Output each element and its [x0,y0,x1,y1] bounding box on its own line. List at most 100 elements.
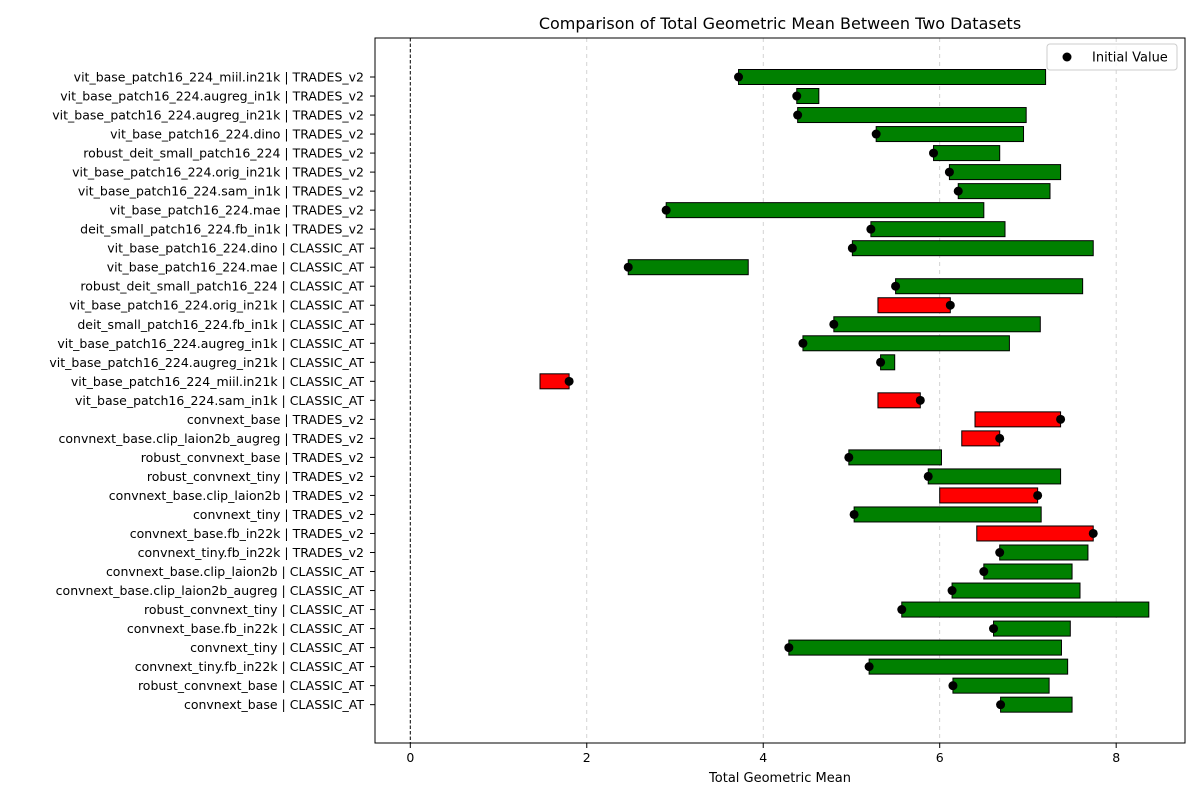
initial-value-point [849,509,859,519]
initial-value-point [891,281,901,291]
y-tick-label: convnext_base | TRADES_v2 [187,412,364,427]
bar [868,658,1069,675]
bar [976,525,1094,542]
initial-value-point [929,148,939,158]
y-tick-label: convnext_tiny | TRADES_v2 [193,507,364,522]
y-tick-label: convnext_base.fb_in22k | CLASSIC_AT [127,621,364,636]
bar [895,278,1084,295]
y-tick-label: convnext_tiny.fb_in22k | CLASSIC_AT [135,659,365,674]
y-axis: vit_base_patch16_224_miil.in21k | TRADES… [49,70,375,712]
bar [901,601,1150,618]
bar [853,506,1042,523]
initial-value-point [784,643,794,653]
y-tick-label: convnext_base.fb_in22k | TRADES_v2 [130,526,364,541]
bar [665,202,985,219]
initial-value-point [945,300,955,310]
bar [948,164,1062,181]
bar [738,69,1047,85]
initial-value-point [734,72,744,82]
y-tick-label: vit_base_patch16_224.dino | CLASSIC_AT [107,241,364,256]
y-tick-label: convnext_tiny | CLASSIC_AT [190,640,364,655]
bar [1000,696,1073,713]
initial-value-markers [564,72,1098,710]
y-tick-label: robust_deit_small_patch16_224 | TRADES_v… [83,146,364,161]
y-tick-label: vit_base_patch16_224.sam_in1k | TRADES_v… [78,184,364,199]
initial-value-point [953,186,963,196]
initial-value-point [996,700,1006,710]
y-tick-label: robust_deit_small_patch16_224 | CLASSIC_… [80,279,364,294]
y-tick-label: vit_base_patch16_224.orig_in21k | TRADES… [72,165,364,180]
y-tick-label: convnext_base.clip_laion2b_augreg | TRAD… [59,431,364,446]
bar [797,107,1027,124]
y-tick-label: robust_convnext_base | TRADES_v2 [141,450,364,465]
y-tick-label: vit_base_patch16_224.augreg_in21k | CLAS… [49,355,364,370]
initial-value-point [995,433,1005,443]
initial-value-point [876,357,886,367]
x-tick-label: 8 [1112,750,1120,765]
initial-value-point [989,624,999,634]
y-tick-label: deit_small_patch16_224.fb_in1k | TRADES_… [80,222,364,237]
bar [833,316,1041,333]
bar [974,411,1062,428]
initial-value-point [897,605,907,615]
initial-value-point [944,167,954,177]
y-tick-label: robust_convnext_tiny | TRADES_v2 [147,469,364,484]
initial-value-point [864,662,874,672]
initial-value-point [793,110,803,120]
bar [875,126,1025,143]
initial-value-point [829,319,839,329]
x-tick-label: 2 [583,750,591,765]
y-tick-label: robust_convnext_base | CLASSIC_AT [138,678,364,693]
initial-value-point [923,471,933,481]
bar [877,297,951,314]
bar [802,335,1010,352]
bar [951,582,1081,599]
initial-value-point [564,376,574,386]
initial-value-point [979,567,989,577]
x-axis: 0 2 4 6 8 [406,743,1120,765]
y-tick-label: vit_base_patch16_224.sam_in1k | CLASSIC_… [75,393,364,408]
initial-value-point [792,91,802,101]
y-tick-label: convnext_base.clip_laion2b | CLASSIC_AT [106,564,364,579]
initial-value-point [915,395,925,405]
y-tick-label: vit_base_patch16_224.augreg_in1k | TRADE… [60,89,364,104]
legend-label: Initial Value [1092,51,1168,66]
grid [409,38,1117,743]
x-tick-label: 0 [406,750,414,765]
y-tick-label: vit_base_patch16_224.augreg_in1k | CLASS… [57,336,364,351]
y-tick-label: vit_base_patch16_224.augreg_in21k | TRAD… [52,108,364,123]
initial-value-point [1056,414,1066,424]
y-tick-label: vit_base_patch16_224.mae | CLASSIC_AT [107,260,365,275]
y-tick-label: robust_convnext_tiny | CLASSIC_AT [144,602,364,617]
x-axis-label: Total Geometric Mean [708,771,851,786]
bar [933,145,1001,162]
bar [957,183,1051,200]
bar [927,468,1062,485]
bar [788,639,1062,656]
bar [952,677,1050,694]
initial-value-point [661,205,671,215]
initial-value-point [798,338,808,348]
bar [999,544,1089,561]
y-tick-label: vit_base_patch16_224.dino | TRADES_v2 [110,127,364,142]
bar [627,259,749,276]
bar [851,240,1094,257]
initial-value-point [947,586,957,596]
y-tick-label: convnext_base.clip_laion2b | TRADES_v2 [109,488,364,503]
initial-value-point [1033,490,1043,500]
y-tick-label: deit_small_patch16_224.fb_in1k | CLASSIC… [77,317,364,332]
bar [848,449,942,466]
y-tick-label: vit_base_patch16_224.mae | TRADES_v2 [110,203,364,218]
y-tick-label: convnext_base | CLASSIC_AT [184,697,364,712]
legend-marker [1062,52,1072,62]
legend: Initial Value [1046,43,1178,71]
initial-value-point [948,681,958,691]
bars [539,69,1150,713]
initial-value-point [1088,528,1098,538]
legend-box [1046,43,1178,71]
plot-area-frame [374,37,1186,744]
x-tick-label: 6 [936,750,944,765]
bar [961,430,1001,447]
y-tick-label: vit_base_patch16_224_miil.in21k | CLASSI… [71,374,365,389]
